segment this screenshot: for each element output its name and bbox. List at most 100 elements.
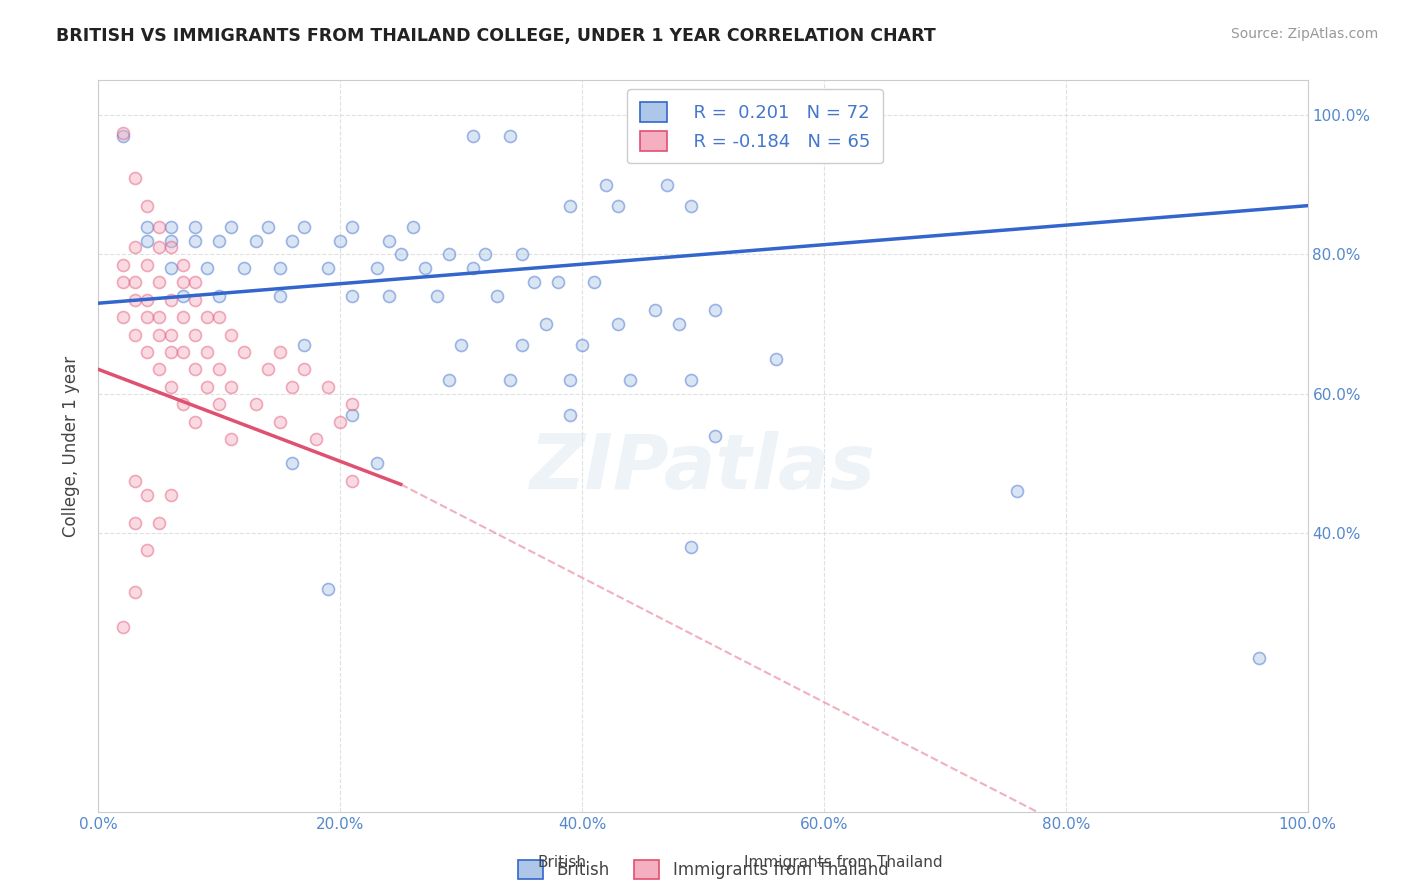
Point [135,199,157,213]
Point [160,488,183,502]
Point [644,303,666,318]
Point [377,289,399,303]
Point [679,540,702,554]
Point [704,303,727,318]
Point [195,345,218,359]
Point [292,219,315,234]
Point [329,415,352,429]
Point [679,373,702,387]
Point [498,128,520,143]
Point [172,397,194,411]
Point [413,261,436,276]
Text: Source: ZipAtlas.com: Source: ZipAtlas.com [1230,27,1378,41]
Point [316,582,339,596]
Point [172,275,194,289]
Point [184,219,207,234]
Point [281,234,304,248]
Point [124,293,146,307]
Point [135,488,157,502]
Point [208,397,231,411]
Point [474,247,496,261]
Point [269,289,291,303]
Point [111,620,134,634]
Point [208,234,231,248]
Point [534,317,557,331]
Point [281,380,304,394]
Point [316,261,339,276]
Point [148,310,170,325]
Point [184,293,207,307]
Point [160,234,183,248]
Point [172,310,194,325]
Point [668,317,690,331]
Point [135,234,157,248]
Point [510,338,533,352]
Point [292,362,315,376]
Point [221,432,243,446]
Point [124,516,146,530]
Point [124,170,146,185]
Point [450,338,472,352]
Point [148,275,170,289]
Point [463,261,485,276]
Point [160,240,183,254]
Point [342,397,364,411]
Text: BRITISH VS IMMIGRANTS FROM THAILAND COLLEGE, UNDER 1 YEAR CORRELATION CHART: BRITISH VS IMMIGRANTS FROM THAILAND COLL… [56,27,936,45]
Point [195,261,218,276]
Text: Immigrants from Thailand: Immigrants from Thailand [744,855,943,870]
Text: ZIPatlas: ZIPatlas [530,431,876,505]
Point [269,345,291,359]
Point [135,219,157,234]
Point [135,258,157,272]
Point [426,289,449,303]
Point [135,310,157,325]
Point [160,345,183,359]
Point [135,543,157,558]
Point [148,516,170,530]
Point [195,310,218,325]
Point [655,178,678,192]
Point [316,380,339,394]
Point [124,275,146,289]
Point [221,219,243,234]
Point [305,432,328,446]
Point [172,258,194,272]
Point [111,258,134,272]
Point [160,327,183,342]
Point [558,199,581,213]
Point [160,293,183,307]
Point [269,415,291,429]
Point [366,261,388,276]
Point [221,327,243,342]
Point [366,457,388,471]
Point [135,293,157,307]
Point [269,261,291,276]
Point [111,126,134,140]
Point [1007,484,1029,499]
Legend:   R =  0.201   N = 72,   R = -0.184   N = 65: R = 0.201 N = 72, R = -0.184 N = 65 [627,89,883,163]
Point [256,219,278,234]
Point [208,289,231,303]
Point [704,428,727,442]
Point [232,261,254,276]
Point [583,275,606,289]
Point [195,380,218,394]
Point [208,310,231,325]
Point [111,275,134,289]
Point [547,275,569,289]
Point [172,345,194,359]
Point [124,474,146,488]
Point [160,261,183,276]
Point [124,240,146,254]
Point [124,327,146,342]
Point [571,338,593,352]
Point [765,351,787,366]
Point [679,199,702,213]
Point [437,373,460,387]
Point [498,373,520,387]
Point [1249,651,1271,665]
Point [245,397,267,411]
Legend: British, Immigrants from Thailand: British, Immigrants from Thailand [510,854,896,886]
Point [172,289,194,303]
Point [256,362,278,376]
